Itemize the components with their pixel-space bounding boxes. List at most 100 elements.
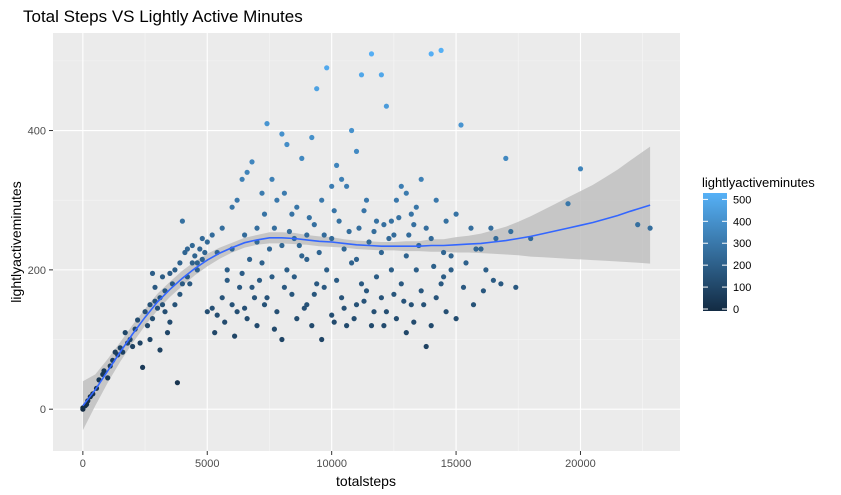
data-point (321, 232, 327, 238)
data-point (234, 197, 240, 203)
data-point (403, 190, 409, 196)
smooth-line-layer (82, 204, 651, 407)
data-point (299, 253, 305, 259)
data-point (177, 260, 183, 266)
x-tick-label: 10000 (316, 458, 347, 470)
data-point (408, 302, 414, 308)
data-point (152, 284, 158, 290)
data-point (508, 228, 514, 235)
data-point (269, 176, 275, 182)
data-point (279, 242, 285, 249)
data-point (177, 291, 183, 297)
data-point (321, 284, 327, 290)
data-point (398, 281, 404, 287)
data-point (433, 295, 439, 301)
data-point (279, 131, 285, 137)
data-point (393, 197, 399, 203)
legend-ticks: 500 400 300 200 100 0 (703, 194, 751, 316)
data-point (251, 295, 258, 301)
data-point (468, 225, 474, 231)
data-point (105, 375, 111, 381)
data-point (428, 51, 434, 57)
data-point (565, 201, 571, 207)
data-point (80, 405, 86, 411)
data-point (219, 295, 225, 301)
x-tick-label: 0 (80, 458, 86, 470)
data-point (242, 232, 248, 238)
data-point (460, 284, 467, 290)
data-point (635, 222, 641, 228)
data-point (329, 183, 335, 189)
data-point (401, 298, 407, 304)
data-point (247, 256, 253, 262)
data-point (349, 260, 355, 266)
legend-label: 100 (733, 282, 751, 294)
data-point (383, 103, 389, 109)
data-point (378, 249, 384, 256)
data-point (344, 323, 350, 329)
y-tick-label: 400 (28, 126, 46, 138)
data-point (423, 343, 429, 350)
legend-label: 300 (733, 238, 751, 250)
data-point (386, 235, 392, 242)
data-point (281, 190, 287, 196)
data-point (239, 176, 245, 182)
data-point (281, 284, 287, 290)
data-point (140, 364, 146, 370)
data-point (264, 121, 270, 127)
y-axis-ticks: 0 200 400 (28, 126, 53, 416)
data-point (304, 232, 310, 238)
data-point (458, 122, 464, 128)
data-point (411, 222, 417, 228)
data-point (371, 309, 377, 315)
data-point (202, 249, 208, 256)
data-point (224, 267, 230, 273)
data-point (513, 284, 519, 290)
y-axis-title: lightlyactiveminutes (8, 181, 24, 302)
data-point (329, 235, 335, 242)
color-legend: lightlyactiveminutes 500 400 300 200 100 0 (702, 175, 815, 316)
y-tick-label: 0 (40, 404, 46, 416)
data-point (324, 65, 330, 71)
data-point (144, 323, 151, 329)
data-point (411, 319, 417, 325)
data-point (421, 302, 427, 308)
data-point (363, 197, 370, 203)
data-point (167, 319, 173, 325)
data-point (174, 380, 180, 386)
data-point (164, 330, 171, 336)
data-point (154, 305, 161, 311)
legend-title: lightlyactiveminutes (702, 175, 815, 190)
data-point (433, 197, 439, 203)
data-point (388, 218, 394, 224)
data-point (403, 330, 409, 336)
points-layer (80, 47, 653, 412)
data-point (361, 208, 367, 214)
smooth-line (82, 204, 651, 407)
data-point (204, 309, 210, 315)
data-point (192, 253, 198, 259)
data-point (441, 274, 447, 280)
data-point (353, 148, 360, 154)
data-point (383, 309, 389, 315)
data-point (403, 253, 409, 259)
data-point (254, 323, 260, 329)
data-point (423, 225, 429, 231)
data-point (147, 336, 153, 343)
data-point (254, 225, 260, 231)
data-point (261, 302, 268, 308)
data-point (368, 51, 375, 57)
data-point (274, 197, 280, 203)
x-axis-title: totalsteps (336, 473, 396, 489)
data-point (490, 277, 496, 283)
data-point (438, 281, 444, 287)
data-point (393, 316, 399, 322)
data-point (234, 309, 240, 315)
data-point (229, 204, 235, 210)
data-point (212, 330, 218, 336)
data-point (309, 323, 315, 329)
data-point (299, 155, 305, 161)
data-point (222, 319, 228, 325)
data-point (311, 291, 317, 297)
data-point (286, 228, 292, 235)
